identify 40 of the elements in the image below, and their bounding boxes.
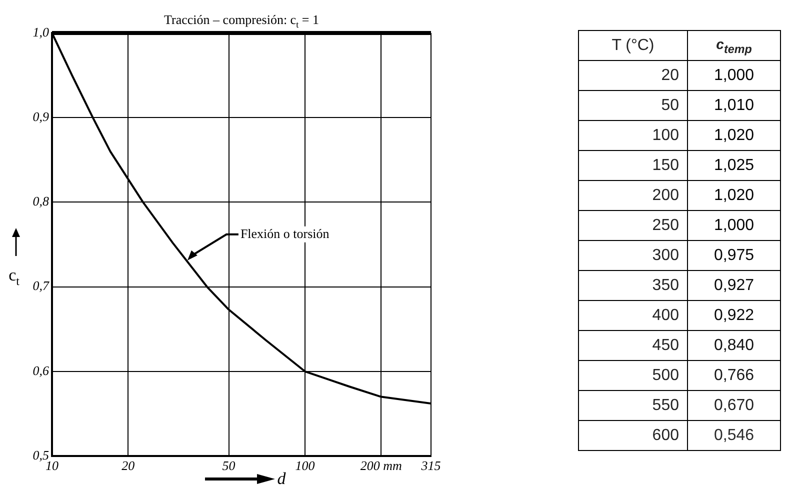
x-tick-label: 20	[122, 458, 136, 474]
data-label: 0,546	[688, 420, 780, 450]
y-tick-label: 150	[578, 150, 688, 180]
data-label: 1,000	[688, 60, 780, 90]
x-axis-title: d	[277, 469, 286, 488]
x-tick-label: c$_{temp}$	[716, 36, 752, 56]
x-tick-label: 200 mm	[360, 458, 402, 474]
y-axis-title: T (°C)	[612, 36, 654, 54]
y-tick-label: 100	[578, 120, 688, 150]
y-tick-label: 550	[578, 390, 688, 420]
y-tick-label: 450	[578, 330, 688, 360]
y-tick-label: 50	[578, 90, 688, 120]
y-tick-label: 350	[578, 270, 688, 300]
y-tick-label: 200	[578, 180, 688, 210]
y-tick-label: 0,9	[32, 109, 50, 124]
x-tick-label: 315	[420, 458, 442, 474]
y-tick-label: 400	[578, 300, 688, 330]
data-label: 1,025	[688, 150, 780, 180]
data-label: 0,670	[688, 390, 780, 420]
y-tick-label: 500	[578, 360, 688, 390]
y-tick-label: 600	[578, 420, 688, 450]
data-label: 1,000	[688, 210, 780, 240]
data-label: 1,020	[688, 120, 780, 150]
y-tick-label: 0,8	[32, 194, 50, 209]
data-label: 0,975	[688, 240, 780, 270]
y-tick-label: 300	[578, 240, 688, 270]
data-label: 0,766	[688, 360, 780, 390]
y-tick-label: 20	[578, 60, 688, 90]
data-label: 0,840	[688, 330, 780, 360]
y-tick-label: 0,6	[32, 362, 50, 378]
y-tick-label: 0,7	[32, 278, 50, 294]
y-tick-label: 250	[578, 210, 688, 240]
data-label: 0,927	[688, 270, 780, 300]
x-tick-label: 100	[295, 458, 316, 474]
data-label: 0,922	[688, 300, 780, 330]
data-label: 1,010	[688, 90, 780, 120]
y-tick-label: 1,0	[32, 24, 50, 40]
annotation: Flexión o torsión	[240, 226, 330, 241]
x-tick-label: 50	[222, 458, 236, 474]
data-label: 1,020	[688, 180, 780, 210]
